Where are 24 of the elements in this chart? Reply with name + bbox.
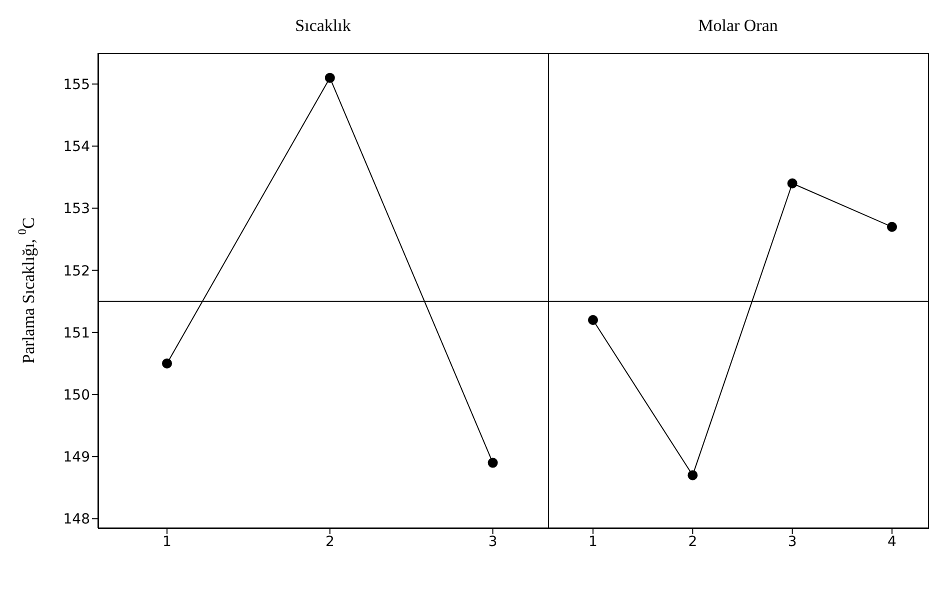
x-tick-label: 1 — [162, 534, 172, 550]
x-tick-label: 3 — [788, 534, 797, 550]
y-tick-label: 155 — [63, 77, 90, 94]
point — [488, 458, 498, 468]
x-tick-label: 2 — [688, 534, 698, 550]
y-tick-label: 151 — [63, 325, 90, 342]
x-tick-label: 2 — [325, 534, 334, 550]
x-tick-label: 3 — [488, 534, 498, 550]
y-tick-label: 148 — [63, 512, 90, 528]
x-tick-label: 1 — [588, 534, 598, 550]
y-tick-label: 152 — [63, 263, 90, 280]
y-tick-label: 149 — [63, 450, 90, 466]
point — [588, 314, 598, 325]
y-tick-label: 154 — [63, 139, 90, 156]
y-tick-label: 150 — [63, 387, 90, 404]
point — [324, 72, 335, 83]
point — [162, 358, 172, 368]
chart-title: Molar Oran — [697, 16, 779, 36]
y-tick-label: 153 — [63, 201, 90, 218]
chart-title: Sıcaklık — [294, 16, 352, 36]
x-tick-label: 4 — [888, 534, 897, 550]
point — [688, 470, 698, 480]
point — [887, 222, 897, 232]
point — [787, 178, 798, 188]
